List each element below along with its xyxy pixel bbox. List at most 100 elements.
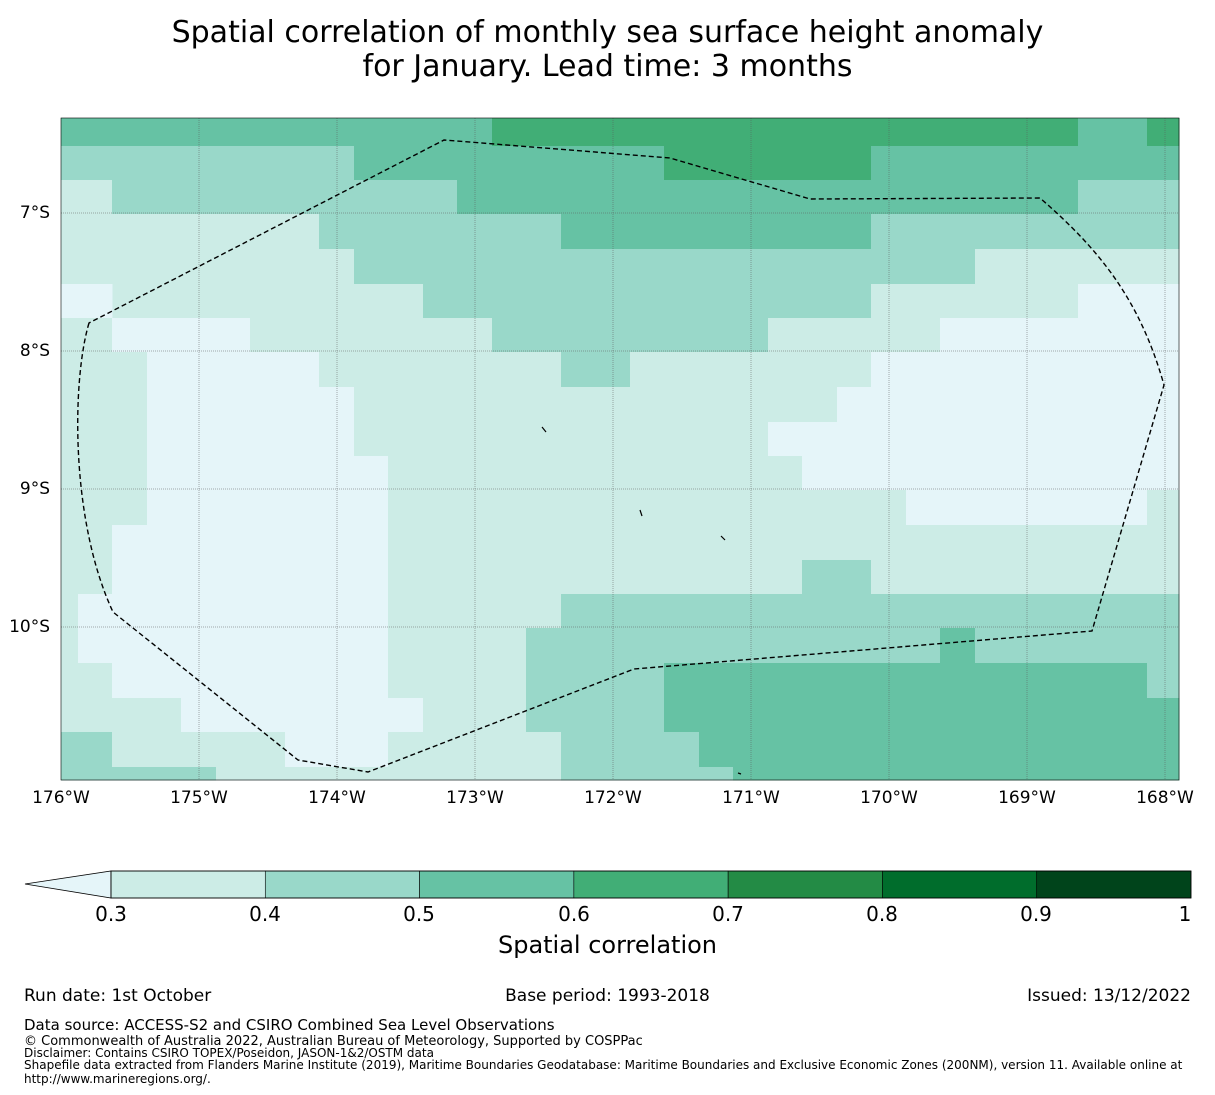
lon-label-168w: 168°W	[1136, 788, 1194, 808]
correlation-cell	[561, 594, 1180, 629]
correlation-cell	[61, 284, 113, 319]
correlation-cell	[61, 560, 113, 595]
correlation-cell	[61, 422, 148, 457]
correlation-cell	[61, 118, 493, 147]
correlation-cell	[526, 663, 665, 699]
colorbar-tick-0.3: 0.3	[95, 902, 127, 926]
correlation-cell	[250, 318, 493, 353]
correlation-cell	[802, 456, 1180, 491]
correlation-cell	[354, 249, 976, 285]
correlation-cell	[61, 698, 182, 733]
disclaimer: Disclaimer: Contains CSIRO TOPEX/Poseido…	[24, 1046, 434, 1060]
lat-label-9s: 9°S	[19, 479, 50, 499]
correlation-cell	[319, 352, 562, 388]
correlation-cell	[975, 628, 1180, 664]
correlation-cell	[1147, 663, 1180, 699]
base-period: Base period: 1993-2018	[505, 986, 710, 1006]
correlation-cell	[61, 732, 113, 768]
correlation-cell	[630, 352, 872, 388]
colorbar-band	[264, 870, 420, 899]
correlation-cell	[871, 560, 1180, 595]
lon-label-169w: 169°W	[998, 788, 1056, 808]
correlation-cell	[61, 146, 355, 181]
correlation-cell	[906, 490, 1148, 526]
correlation-cell	[61, 387, 148, 423]
correlation-cell	[1147, 118, 1180, 147]
correlation-cell	[423, 284, 872, 319]
colorbar-tick-0.5: 0.5	[403, 902, 435, 926]
island-fakaofo	[720, 535, 726, 541]
correlation-cell	[664, 146, 872, 181]
correlation-cell	[561, 352, 631, 388]
lon-label-174w: 174°W	[308, 788, 366, 808]
correlation-cell	[802, 560, 872, 595]
correlation-cell	[112, 732, 286, 768]
lat-label-8s: 8°S	[19, 341, 50, 361]
islands	[541, 426, 742, 775]
run-date: Run date: 1st October	[24, 986, 212, 1006]
correlation-cell	[423, 698, 527, 733]
correlation-cell	[1078, 180, 1180, 215]
correlation-cell	[61, 214, 320, 250]
correlation-cell	[61, 628, 79, 664]
correlation-cell	[78, 628, 389, 664]
correlation-cell	[181, 698, 424, 733]
correlation-cell	[388, 628, 527, 664]
lat-label-7s: 7°S	[19, 203, 50, 223]
colorbar-band	[419, 870, 575, 899]
correlation-cell	[388, 456, 803, 491]
lon-label-172w: 172°W	[584, 788, 642, 808]
correlation-cell	[1147, 490, 1180, 526]
map-frame	[60, 117, 1180, 781]
lon-label-175w: 175°W	[170, 788, 228, 808]
colorbar-extend-triangle	[24, 870, 112, 899]
correlation-cell	[561, 732, 700, 768]
lon-label-171w: 171°W	[722, 788, 780, 808]
correlation-cell	[768, 422, 1180, 457]
correlation-cell	[388, 525, 1180, 561]
chart-title-line-1: Spatial correlation of monthly sea surfa…	[171, 15, 1044, 50]
colorbar	[24, 870, 1192, 899]
correlation-cell	[526, 628, 941, 664]
colorbar-tick-0.9: 0.9	[1020, 902, 1052, 926]
chart-title-line-2: for January. Lead time: 3 months	[362, 49, 853, 84]
correlation-cell	[768, 318, 941, 353]
colorbar-tick-0.6: 0.6	[558, 902, 590, 926]
correlation-cell	[112, 663, 389, 699]
correlation-cell	[871, 214, 1180, 250]
lat-label-10s: 10°S	[9, 617, 50, 637]
correlation-cell	[147, 490, 389, 526]
correlation-cell	[61, 318, 113, 353]
correlation-cell	[457, 180, 1079, 215]
colorbar-title: Spatial correlation	[497, 931, 718, 959]
correlation-cell	[664, 663, 1148, 699]
correlation-cell	[733, 767, 1180, 781]
correlation-cell	[61, 594, 79, 629]
copyright-notice: © Commonwealth of Australia 2022, Austra…	[24, 1034, 643, 1049]
colorbar-bands	[110, 870, 1192, 899]
lon-label-173w: 173°W	[446, 788, 504, 808]
correlation-cell	[61, 663, 113, 699]
correlation-cell	[388, 560, 803, 595]
colorbar-band	[1036, 870, 1192, 899]
correlation-cell	[526, 698, 665, 733]
colorbar-tick-0.4: 0.4	[249, 902, 281, 926]
correlation-cell	[61, 180, 113, 215]
correlation-cell	[388, 490, 907, 526]
correlation-cell	[112, 560, 389, 595]
correlation-grid	[61, 118, 1180, 781]
island-atafu	[541, 426, 547, 433]
correlation-cell	[492, 118, 1079, 147]
lon-label-176w: 176°W	[32, 788, 90, 808]
correlation-cell	[147, 387, 355, 423]
lon-label-170w: 170°W	[860, 788, 918, 808]
shapefile-credit: Shapefile data extracted from Flanders M…	[24, 1058, 1183, 1086]
correlation-cell	[1078, 284, 1180, 319]
correlation-cell	[354, 387, 838, 423]
correlation-cell	[354, 422, 769, 457]
island-nukunonu	[639, 509, 643, 517]
correlation-cell	[61, 456, 148, 491]
correlation-cell	[61, 525, 113, 561]
correlation-cell	[61, 767, 217, 781]
colorbar-band	[110, 870, 266, 899]
